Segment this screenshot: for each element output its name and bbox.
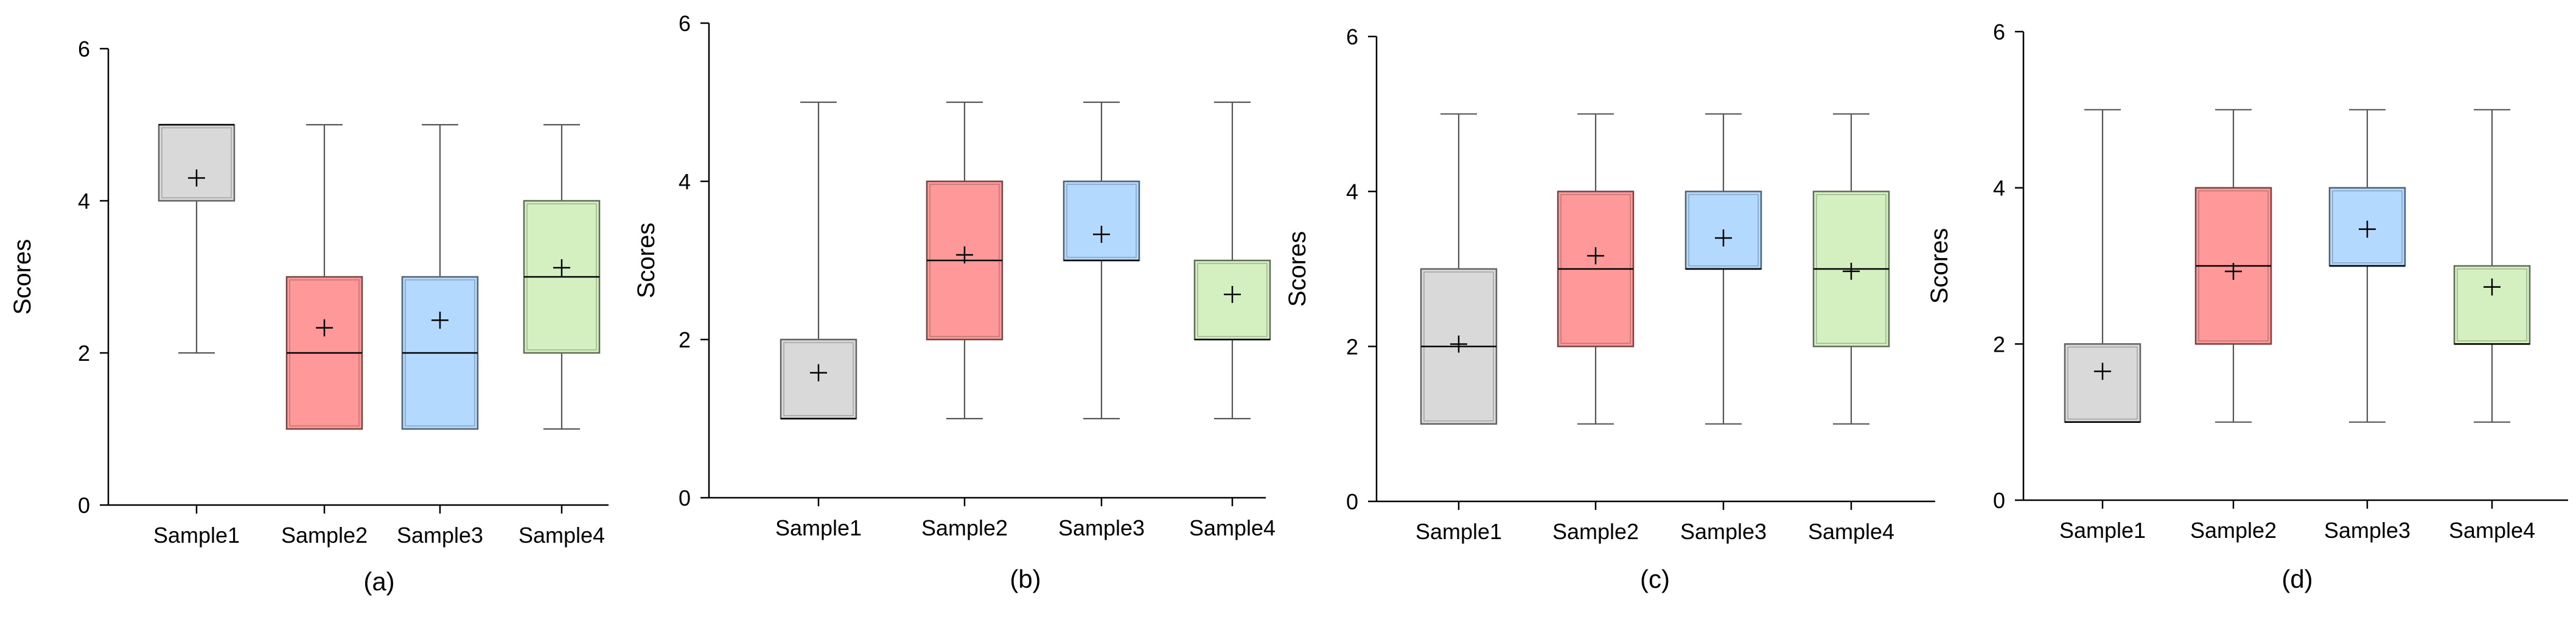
box-sample2: Sample2: [281, 124, 368, 548]
y-tick-label: 2: [78, 341, 90, 366]
box-inner-border: [783, 342, 854, 416]
y-tick-label: 0: [1346, 489, 1358, 514]
box-sample1: Sample1: [2059, 109, 2146, 543]
x-tick-label: Sample4: [1808, 519, 1894, 544]
x-tick-label: Sample4: [1189, 515, 1276, 540]
panel-1: 0 2 4 6 Scores Sample1 Sample2 Sample3 Sample4 (a…: [9, 37, 609, 596]
y-axis-label: Scores: [1926, 228, 1953, 304]
y-tick-label: 4: [78, 189, 90, 214]
y-tick-label: 6: [1993, 19, 2005, 44]
box-sample3: Sample3: [2324, 109, 2410, 543]
panel-label: (c): [1640, 565, 1670, 593]
y-axis-label: Scores: [1284, 231, 1311, 307]
x-tick-label: Sample2: [2190, 518, 2277, 543]
x-tick-label: Sample2: [281, 523, 368, 548]
box-sample1: Sample1: [153, 124, 240, 548]
box-sample2: Sample2: [2190, 109, 2277, 543]
x-tick-label: Sample4: [518, 523, 605, 548]
box-body: [1063, 180, 1140, 262]
box-body: [2064, 343, 2141, 423]
x-tick-label: Sample1: [775, 515, 862, 540]
box-inner-border: [1066, 184, 1137, 258]
panel-2: 0 2 4 6 Scores Sample1 Sample2 Sample3 Sample4 (b…: [633, 11, 1276, 593]
box-sample4: Sample4: [518, 124, 605, 548]
panel-3: 0 2 4 6 Scores Sample1 Sample2 Sample3 Sample4 (c…: [1284, 24, 1935, 593]
box-inner-border: [2332, 190, 2403, 263]
box-sample2: Sample2: [1552, 113, 1639, 544]
y-tick-label: 0: [1993, 488, 2005, 513]
y-tick-label: 6: [679, 11, 691, 36]
y-tick-label: 0: [679, 486, 691, 511]
y-tick-label: 2: [1346, 334, 1358, 359]
y-tick-label: 4: [679, 169, 691, 194]
box-sample2: Sample2: [921, 101, 1008, 540]
box-sample4: Sample4: [2449, 109, 2535, 543]
panel-4: 0 2 4 6 Scores Sample1 Sample2 Sample3 Sample4 (d…: [1926, 19, 2568, 593]
x-tick-label: Sample3: [2324, 518, 2410, 543]
x-tick-label: Sample2: [921, 515, 1008, 540]
box-inner-border: [161, 127, 232, 198]
box-sample3: Sample3: [397, 124, 483, 548]
y-axis-label: Scores: [9, 239, 36, 315]
box-sample3: Sample3: [1058, 101, 1145, 540]
panel-label: (b): [1010, 565, 1041, 593]
x-tick-label: Sample3: [397, 523, 483, 548]
x-tick-label: Sample1: [153, 523, 240, 548]
panel-label: (d): [2281, 565, 2312, 593]
box-inner-border: [2457, 268, 2527, 342]
y-tick-label: 2: [1993, 332, 2005, 357]
y-tick-label: 4: [1346, 180, 1358, 204]
box-inner-border: [1688, 193, 1759, 267]
box-sample4: Sample4: [1189, 101, 1276, 540]
box-sample3: Sample3: [1680, 113, 1767, 544]
y-tick-label: 6: [78, 37, 90, 61]
y-tick-label: 4: [1993, 176, 2005, 201]
x-tick-label: Sample2: [1552, 519, 1639, 544]
y-tick-label: 6: [1346, 24, 1358, 49]
x-tick-label: Sample1: [2059, 518, 2146, 543]
box-body: [2453, 265, 2531, 345]
box-sample4: Sample4: [1808, 113, 1894, 544]
panel-label: (a): [363, 567, 394, 596]
y-axis-label: Scores: [633, 223, 660, 299]
x-tick-label: Sample1: [1415, 519, 1502, 544]
x-tick-label: Sample3: [1680, 519, 1767, 544]
x-tick-label: Sample4: [2449, 518, 2535, 543]
box-sample1: Sample1: [775, 101, 862, 540]
box-body: [158, 124, 236, 202]
x-tick-label: Sample3: [1058, 515, 1145, 540]
y-tick-label: 2: [679, 327, 691, 352]
box-sample1: Sample1: [1415, 113, 1502, 544]
box-inner-border: [1197, 263, 1268, 337]
y-tick-label: 0: [78, 493, 90, 518]
box-inner-border: [2067, 346, 2138, 420]
